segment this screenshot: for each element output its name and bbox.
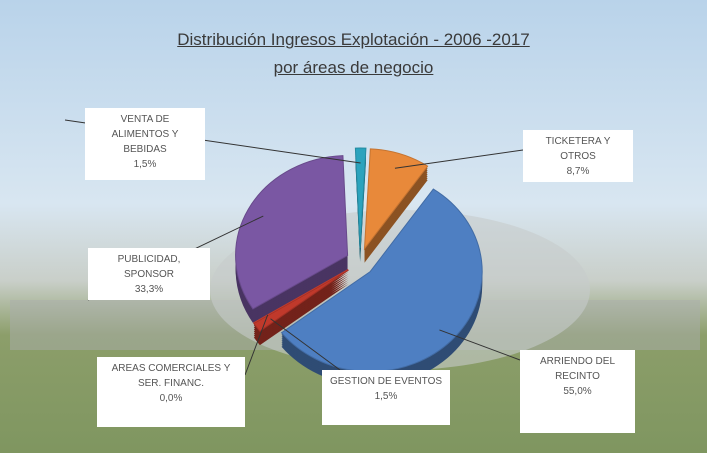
chart-title: Distribución Ingresos Explotación - 2006…	[0, 30, 707, 50]
category-label: ARRIENDO DEL RECINTO	[526, 354, 629, 384]
chart: Distribución Ingresos Explotación - 2006…	[0, 0, 707, 453]
data-label: 8,7%	[529, 164, 627, 179]
data-label: 55,0%	[526, 384, 629, 399]
category-label: GESTION DE EVENTOS	[328, 374, 444, 389]
category-label: TICKETERA Y OTROS	[529, 134, 627, 164]
chart-subtitle: por áreas de negocio	[0, 58, 707, 78]
data-label: 0,0%	[103, 391, 239, 406]
data-label: 1,5%	[328, 389, 444, 404]
category-label: AREAS COMERCIALES Y SER. FINANC.	[103, 361, 239, 391]
data-label: 33,3%	[94, 282, 204, 297]
category-label: PUBLICIDAD, SPONSOR	[94, 252, 204, 282]
category-label: VENTA DE ALIMENTOS Y BEBIDAS	[91, 112, 199, 157]
data-label: 1,5%	[91, 157, 199, 172]
data-label-box: AREAS COMERCIALES Y SER. FINANC.0,0%	[97, 357, 245, 427]
